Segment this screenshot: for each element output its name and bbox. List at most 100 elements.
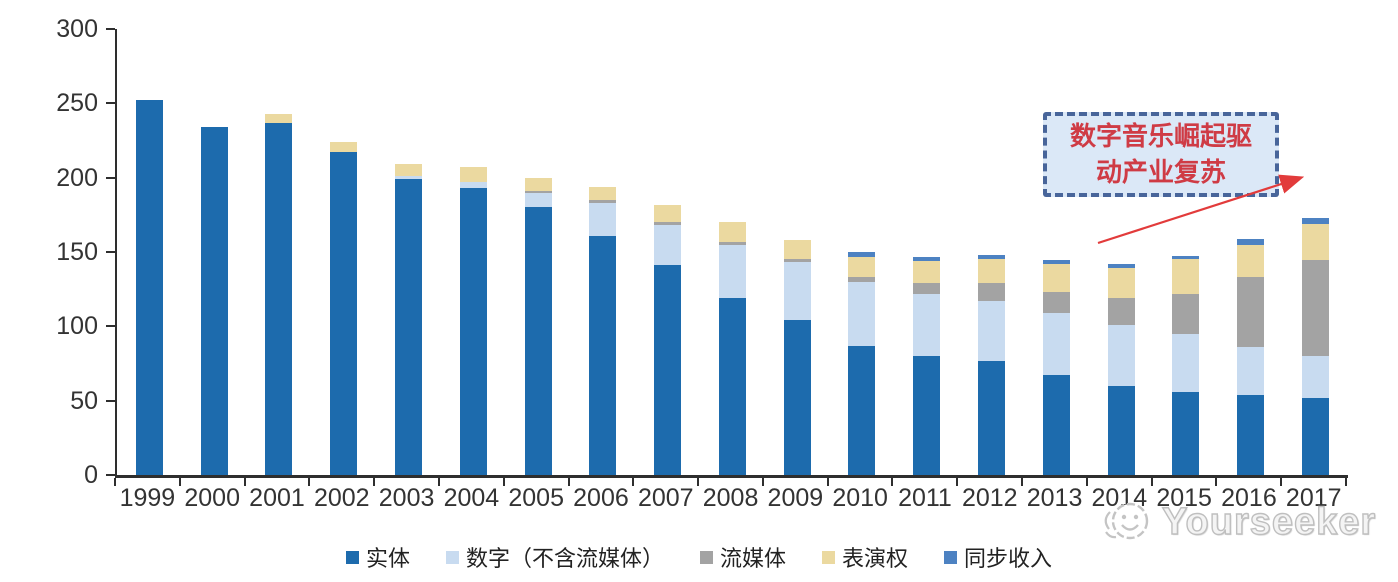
y-tick-label-250: 250: [56, 89, 98, 118]
x-tick-13: [956, 478, 959, 486]
bar-2015: [1172, 256, 1200, 475]
bar-2016: [1237, 238, 1265, 475]
bar-2013: [1042, 259, 1070, 475]
bar-1999: [135, 100, 163, 475]
watermark: Yourseeker: [1094, 494, 1376, 550]
x-tick-3: [308, 478, 311, 486]
x-label-2017: 2017: [1285, 484, 1342, 512]
bar-segment-digital_excl_streaming: [848, 281, 876, 346]
y-tick-0: [106, 474, 115, 476]
bar-segment-physical: [1237, 394, 1265, 475]
legend-swatch-performance_rights: [822, 550, 835, 564]
bar-2009: [783, 240, 811, 475]
x-tick-4: [373, 478, 376, 486]
bar-segment-performance_rights: [265, 113, 293, 123]
bar-segment-streaming: [848, 277, 876, 282]
legend-item-performance_rights: 表演权: [822, 541, 908, 573]
bar-segment-sync_revenue: [1107, 263, 1135, 269]
bar-segment-performance_rights: [1301, 223, 1329, 260]
legend-label-physical: 实体: [365, 546, 410, 571]
legend-item-sync_revenue: 同步收入: [944, 541, 1052, 573]
x-label-2016: 2016: [1221, 484, 1277, 512]
bar-segment-physical: [1042, 375, 1070, 475]
x-label-2011: 2011: [898, 484, 952, 512]
bar-2005: [524, 177, 552, 475]
bar-segment-performance_rights: [848, 256, 876, 278]
y-tick-label-150: 150: [56, 238, 98, 266]
x-tick-17: [1215, 478, 1218, 486]
bar-segment-streaming: [1042, 292, 1070, 314]
bar-segment-performance_rights: [1172, 259, 1200, 294]
bar-2010: [848, 252, 876, 475]
bar-segment-sync_revenue: [1172, 256, 1200, 260]
x-label-2015: 2015: [1156, 484, 1212, 512]
bar-segment-sync_revenue: [978, 254, 1006, 260]
bar-segment-sync_revenue: [1301, 217, 1329, 224]
bar-segment-physical: [330, 152, 358, 475]
bar-segment-digital_excl_streaming: [1042, 313, 1070, 376]
annotation-line-1: 数字音乐崛起驱: [1069, 122, 1252, 152]
bar-segment-physical: [200, 127, 228, 475]
watermark-text: Yourseeker: [1161, 500, 1377, 543]
bar-segment-performance_rights: [1107, 268, 1135, 299]
x-tick-6: [502, 478, 505, 486]
bar-segment-streaming: [1172, 293, 1200, 334]
bars-container: [117, 29, 1348, 475]
bar-segment-physical: [1301, 397, 1329, 475]
x-label-2000: 2000: [184, 484, 240, 512]
x-label-2006: 2006: [573, 484, 629, 512]
x-tick-19: [1345, 478, 1347, 486]
bar-2012: [978, 254, 1006, 475]
bar-2001: [265, 113, 293, 475]
y-tick-300: [106, 28, 115, 30]
x-tick-16: [1150, 478, 1153, 486]
bar-segment-digital_excl_streaming: [654, 225, 682, 266]
x-axis-labels: 1999 2000 2001 2002 2003 2004 2005 2006 2007 2008…: [115, 484, 1346, 513]
bar-segment-digital_excl_streaming: [1301, 356, 1329, 398]
bar-segment-sync_revenue: [848, 252, 876, 257]
x-tick-9: [697, 478, 700, 486]
bar-segment-physical: [135, 100, 163, 475]
bar-segment-performance_rights: [718, 222, 746, 242]
bar-segment-sync_revenue: [913, 256, 941, 262]
x-tick-5: [437, 478, 440, 486]
x-tick-18: [1280, 478, 1283, 486]
bar-segment-digital_excl_streaming: [783, 262, 811, 321]
bar-segment-digital_excl_streaming: [1237, 347, 1265, 395]
y-tick-label-0: 0: [84, 461, 98, 489]
bar-2008: [718, 222, 746, 475]
x-label-2008: 2008: [702, 484, 759, 512]
bar-segment-physical: [718, 298, 746, 475]
y-tick-label-100: 100: [56, 312, 98, 341]
legend: 实体 数字（不含流媒体） 流媒体 表演权 同步收入: [0, 541, 1398, 573]
y-tick-label-200: 200: [56, 163, 98, 192]
bar-segment-physical: [848, 345, 876, 475]
bar-2003: [395, 164, 423, 475]
bar-2000: [200, 127, 228, 475]
legend-swatch-physical: [345, 550, 359, 564]
bar-segment-physical: [654, 265, 682, 475]
bar-segment-digital_excl_streaming: [459, 182, 487, 189]
bar-segment-streaming: [524, 191, 552, 193]
x-label-2007: 2007: [637, 484, 694, 512]
bar-segment-streaming: [1237, 277, 1265, 348]
y-tick-label-50: 50: [70, 386, 98, 415]
bar-2006: [589, 186, 617, 475]
bar-2017: [1301, 217, 1329, 475]
legend-label-digital_excl_streaming: 数字（不含流媒体）: [465, 546, 664, 571]
bar-segment-physical: [978, 360, 1006, 475]
x-tick-8: [632, 478, 635, 486]
y-tick-label-300: 300: [56, 15, 98, 43]
bar-segment-performance_rights: [524, 177, 552, 192]
x-tick-2: [243, 478, 246, 486]
bar-2011: [913, 256, 941, 475]
x-tick-11: [826, 478, 829, 486]
bar-2007: [654, 204, 682, 475]
legend-item-physical: 实体: [345, 541, 410, 573]
y-tick-200: [106, 176, 115, 179]
bar-segment-digital_excl_streaming: [718, 244, 746, 299]
bar-segment-digital_excl_streaming: [589, 202, 617, 236]
bar-segment-digital_excl_streaming: [978, 301, 1006, 361]
bar-segment-digital_excl_streaming: [524, 192, 552, 208]
legend-label-performance_rights: 表演权: [842, 546, 909, 571]
